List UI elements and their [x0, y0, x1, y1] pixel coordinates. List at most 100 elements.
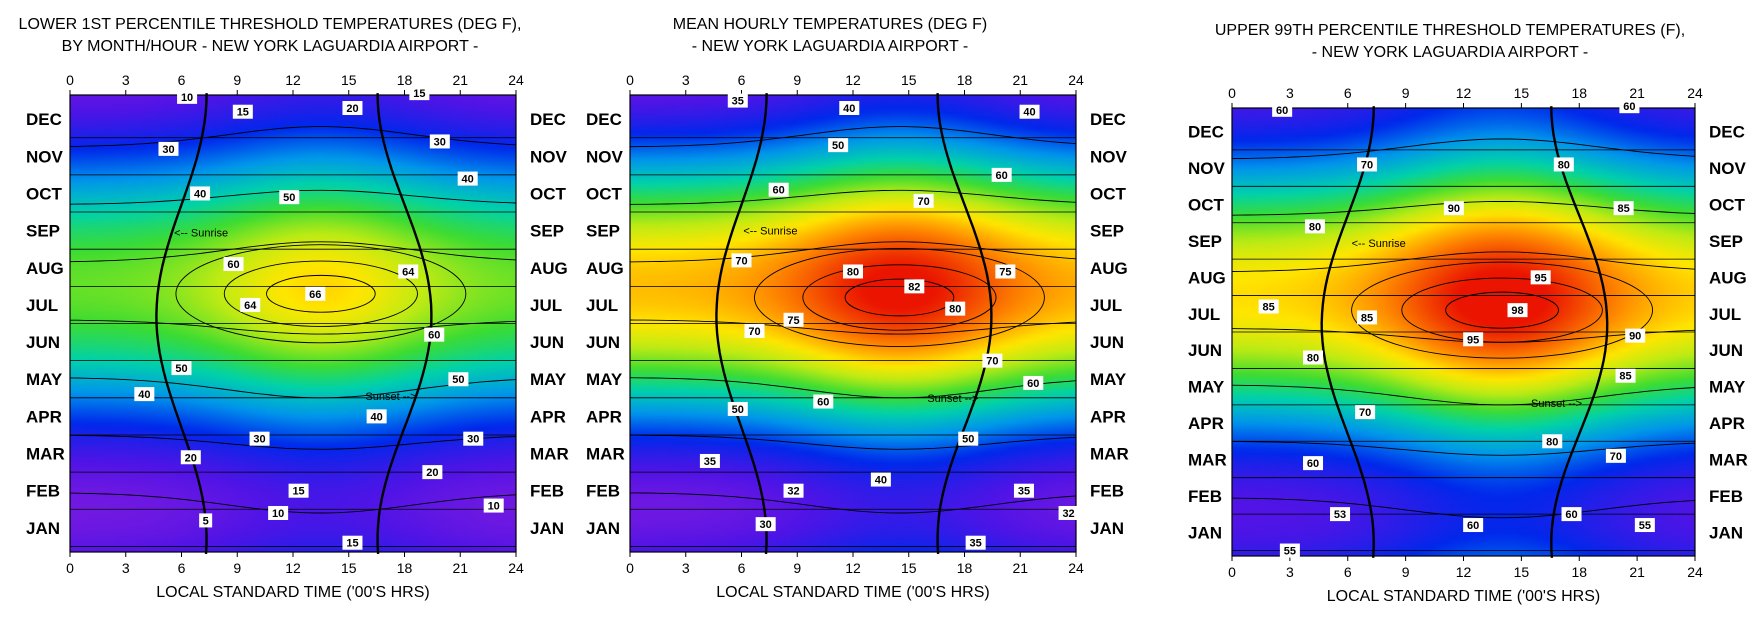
x-tick-label-top: 3	[1286, 85, 1294, 101]
contour-label: 85	[1361, 312, 1373, 324]
contour-label: 70	[986, 356, 998, 368]
month-label-left: MAR	[26, 445, 65, 464]
contour-label-bg	[1463, 518, 1484, 533]
contour-label-bg	[870, 472, 891, 487]
contour-label-bg	[768, 182, 789, 197]
month-label-right: APR	[1709, 414, 1745, 433]
contour-ring	[754, 247, 1045, 347]
contour-label-bg	[904, 279, 925, 294]
month-label-right: OCT	[1709, 196, 1746, 215]
contour-label: 64	[244, 300, 257, 312]
contour-line	[630, 492, 1077, 514]
contour-label: 60	[1027, 378, 1039, 390]
x-tick-label-top: 21	[452, 72, 468, 88]
month-label-left: APR	[26, 407, 62, 426]
heatmap-plot: 0 0 3 3 6 6 9 9 12 12 15 15 18 18 21 21 24 24 JAN JAN FEB FEB…	[1188, 85, 1748, 605]
month-label-left: NOV	[586, 147, 624, 166]
contour-label-bg	[1507, 303, 1528, 318]
contour-label: 50	[452, 374, 464, 386]
contour-label: 55	[1284, 546, 1296, 558]
contour-label-bg	[422, 465, 443, 480]
contour-label-bg	[828, 138, 849, 153]
contour-label: 40	[371, 411, 383, 423]
month-label-left: MAY	[586, 370, 623, 389]
contour-label-bg	[240, 297, 261, 312]
contour-label-bg	[199, 513, 213, 528]
sunset-curve	[936, 93, 993, 554]
month-label-right: JUN	[1709, 341, 1743, 360]
x-tick-label-top: 18	[1571, 85, 1587, 101]
contour-label: 64	[402, 266, 415, 278]
month-label-left: AUG	[26, 259, 64, 278]
contour-label-bg	[1634, 518, 1655, 533]
x-tick-label-bottom: 21	[1012, 560, 1028, 576]
month-label-right: MAY	[1709, 378, 1746, 397]
contour-label: 10	[181, 92, 193, 104]
month-label-right: JAN	[1090, 519, 1124, 538]
contour-label-bg	[1279, 543, 1300, 558]
contour-label: 30	[253, 434, 265, 446]
sun-annotation: Sunset -->	[1531, 398, 1582, 410]
contour-line	[629, 377, 1077, 399]
month-label-right: SEP	[1090, 222, 1124, 241]
panel-upper-99th-percentile: UPPER 99TH PERCENTILE THRESHOLD TEMPERAT…	[1170, 0, 1760, 632]
contour-label-bg	[134, 387, 155, 402]
month-label-left: SEP	[26, 222, 60, 241]
x-tick-label-top: 12	[845, 72, 861, 88]
contour-label: 80	[1558, 159, 1570, 171]
contour-label-bg	[965, 535, 986, 550]
contour-label-bg	[1023, 375, 1044, 390]
contour-label: 40	[875, 475, 887, 487]
month-label-left: DEC	[26, 110, 62, 129]
month-label-right: MAY	[1090, 370, 1127, 389]
panel-mean-hourly: MEAN HOURLY TEMPERATURES (DEG F) - NEW Y…	[560, 0, 1129, 632]
contour-label-bg	[958, 431, 979, 446]
contour-label-bg	[1019, 104, 1040, 119]
contour-label: 70	[748, 326, 760, 338]
month-label-left: JUL	[1188, 305, 1220, 324]
contour-label-bg	[1272, 102, 1293, 117]
contour-line	[629, 126, 1077, 148]
contour-line	[69, 377, 517, 399]
contour-line	[629, 319, 1077, 335]
contour-label: 60	[1276, 105, 1288, 117]
contour-label-bg	[813, 394, 834, 409]
contour-label: 60	[996, 170, 1008, 182]
contour-label: 85	[1263, 302, 1275, 314]
x-tick-label-bottom: 9	[233, 560, 241, 576]
contour-label-bg	[158, 141, 179, 156]
contour-line	[1231, 251, 1696, 272]
x-tick-label-bottom: 18	[957, 560, 973, 576]
contour-label: 30	[162, 144, 174, 156]
contour-label: 40	[843, 103, 855, 115]
contour-label: 82	[908, 281, 920, 293]
contour-label-bg	[727, 401, 748, 416]
contour-label-bg	[1553, 157, 1574, 172]
contour-label: 98	[1511, 305, 1523, 317]
contour-label-bg	[457, 171, 478, 186]
x-tick-label-bottom: 9	[1402, 564, 1410, 580]
contour-label-bg	[398, 264, 419, 279]
contour-label: 10	[488, 501, 500, 513]
contour-label: 80	[1309, 221, 1321, 233]
month-label-right: AUG	[1090, 259, 1128, 278]
contour-label-bg	[429, 134, 450, 149]
month-label-right: DEC	[530, 110, 566, 129]
contour-label-bg	[1542, 434, 1563, 449]
contour-label-bg	[249, 431, 270, 446]
contour-label: 95	[1467, 334, 1479, 346]
contour-label: 15	[292, 486, 304, 498]
contour-label-bg	[279, 190, 300, 205]
contour-label: 35	[1018, 486, 1030, 498]
contour-ring	[802, 264, 997, 331]
contour-label-bg	[1330, 507, 1351, 522]
month-label-right: AUG	[1709, 268, 1747, 287]
contour-line	[1231, 441, 1696, 456]
month-label-left: OCT	[1188, 196, 1225, 215]
month-label-left: SEP	[586, 222, 620, 241]
month-label-right: SEP	[530, 222, 564, 241]
contour-line	[1231, 384, 1696, 406]
contour-label-bg	[1357, 157, 1378, 172]
contour-label: 35	[732, 96, 744, 108]
